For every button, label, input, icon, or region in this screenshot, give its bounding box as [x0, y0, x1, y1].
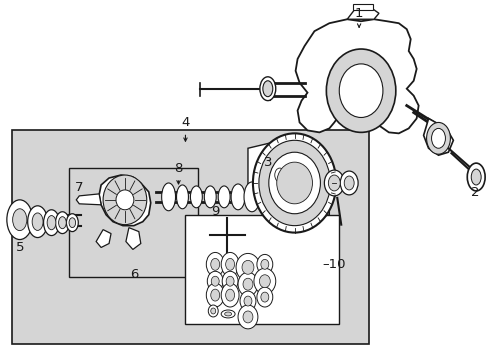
Ellipse shape [274, 168, 284, 182]
Ellipse shape [32, 213, 43, 230]
Polygon shape [96, 230, 111, 247]
Ellipse shape [242, 260, 253, 274]
Bar [352, 4, 372, 10]
Ellipse shape [276, 162, 312, 204]
Polygon shape [346, 6, 378, 19]
Ellipse shape [324, 170, 344, 196]
Polygon shape [247, 138, 328, 225]
Ellipse shape [103, 175, 146, 225]
Ellipse shape [222, 271, 238, 291]
Text: 6: 6 [129, 268, 138, 281]
Text: 8: 8 [174, 162, 183, 175]
Ellipse shape [256, 287, 272, 307]
Ellipse shape [190, 186, 202, 208]
Ellipse shape [221, 252, 239, 276]
Ellipse shape [207, 271, 223, 291]
Ellipse shape [224, 312, 231, 316]
Ellipse shape [210, 289, 219, 301]
Bar [185, 215, 339, 324]
Polygon shape [76, 194, 101, 205]
Ellipse shape [218, 186, 230, 208]
Polygon shape [295, 19, 418, 133]
Ellipse shape [116, 190, 134, 210]
Ellipse shape [243, 278, 252, 290]
Ellipse shape [470, 169, 480, 185]
Ellipse shape [221, 310, 235, 318]
Ellipse shape [253, 268, 275, 294]
Ellipse shape [225, 258, 234, 270]
Ellipse shape [344, 176, 353, 190]
Ellipse shape [59, 217, 66, 229]
Ellipse shape [243, 311, 252, 323]
Ellipse shape [258, 140, 330, 226]
Ellipse shape [259, 275, 270, 288]
Ellipse shape [208, 305, 218, 317]
Ellipse shape [206, 252, 224, 276]
Ellipse shape [225, 289, 234, 301]
Ellipse shape [340, 171, 357, 195]
Text: 3: 3 [263, 156, 271, 168]
Bar [69, 168, 198, 277]
Ellipse shape [176, 185, 188, 209]
Ellipse shape [467, 163, 484, 191]
Ellipse shape [260, 292, 268, 302]
Polygon shape [423, 118, 452, 155]
Ellipse shape [270, 163, 288, 187]
Ellipse shape [244, 296, 251, 306]
Ellipse shape [210, 308, 215, 314]
Ellipse shape [240, 291, 255, 311]
Ellipse shape [7, 200, 33, 239]
Ellipse shape [66, 214, 78, 231]
Ellipse shape [426, 122, 449, 154]
Ellipse shape [43, 210, 60, 235]
Ellipse shape [69, 218, 76, 228]
Text: 9: 9 [211, 205, 219, 218]
Ellipse shape [211, 276, 219, 286]
Ellipse shape [256, 255, 272, 274]
Ellipse shape [238, 305, 257, 329]
Ellipse shape [325, 49, 395, 132]
Text: –10: –10 [322, 258, 346, 271]
Ellipse shape [28, 206, 47, 238]
Ellipse shape [47, 216, 56, 230]
Ellipse shape [244, 182, 259, 212]
Ellipse shape [327, 175, 340, 191]
Polygon shape [99, 175, 150, 226]
Text: 7: 7 [75, 181, 83, 194]
Ellipse shape [13, 209, 27, 231]
Ellipse shape [221, 283, 239, 307]
Ellipse shape [259, 77, 275, 100]
Ellipse shape [236, 253, 259, 281]
Ellipse shape [339, 64, 382, 117]
Text: 2: 2 [470, 186, 478, 199]
Text: 4: 4 [181, 116, 189, 129]
Ellipse shape [260, 260, 268, 269]
Ellipse shape [263, 81, 272, 96]
Ellipse shape [265, 157, 293, 193]
Ellipse shape [210, 258, 219, 270]
Ellipse shape [238, 272, 257, 296]
Ellipse shape [204, 186, 216, 208]
Text: 1: 1 [354, 7, 363, 20]
Ellipse shape [55, 212, 69, 234]
Polygon shape [126, 228, 141, 249]
Text: 5: 5 [16, 241, 24, 254]
Ellipse shape [162, 183, 175, 211]
Ellipse shape [268, 152, 320, 214]
Ellipse shape [206, 283, 224, 307]
Ellipse shape [252, 133, 336, 233]
Bar [12, 130, 368, 344]
Ellipse shape [231, 184, 244, 210]
Ellipse shape [225, 276, 234, 286]
Ellipse shape [431, 129, 445, 148]
